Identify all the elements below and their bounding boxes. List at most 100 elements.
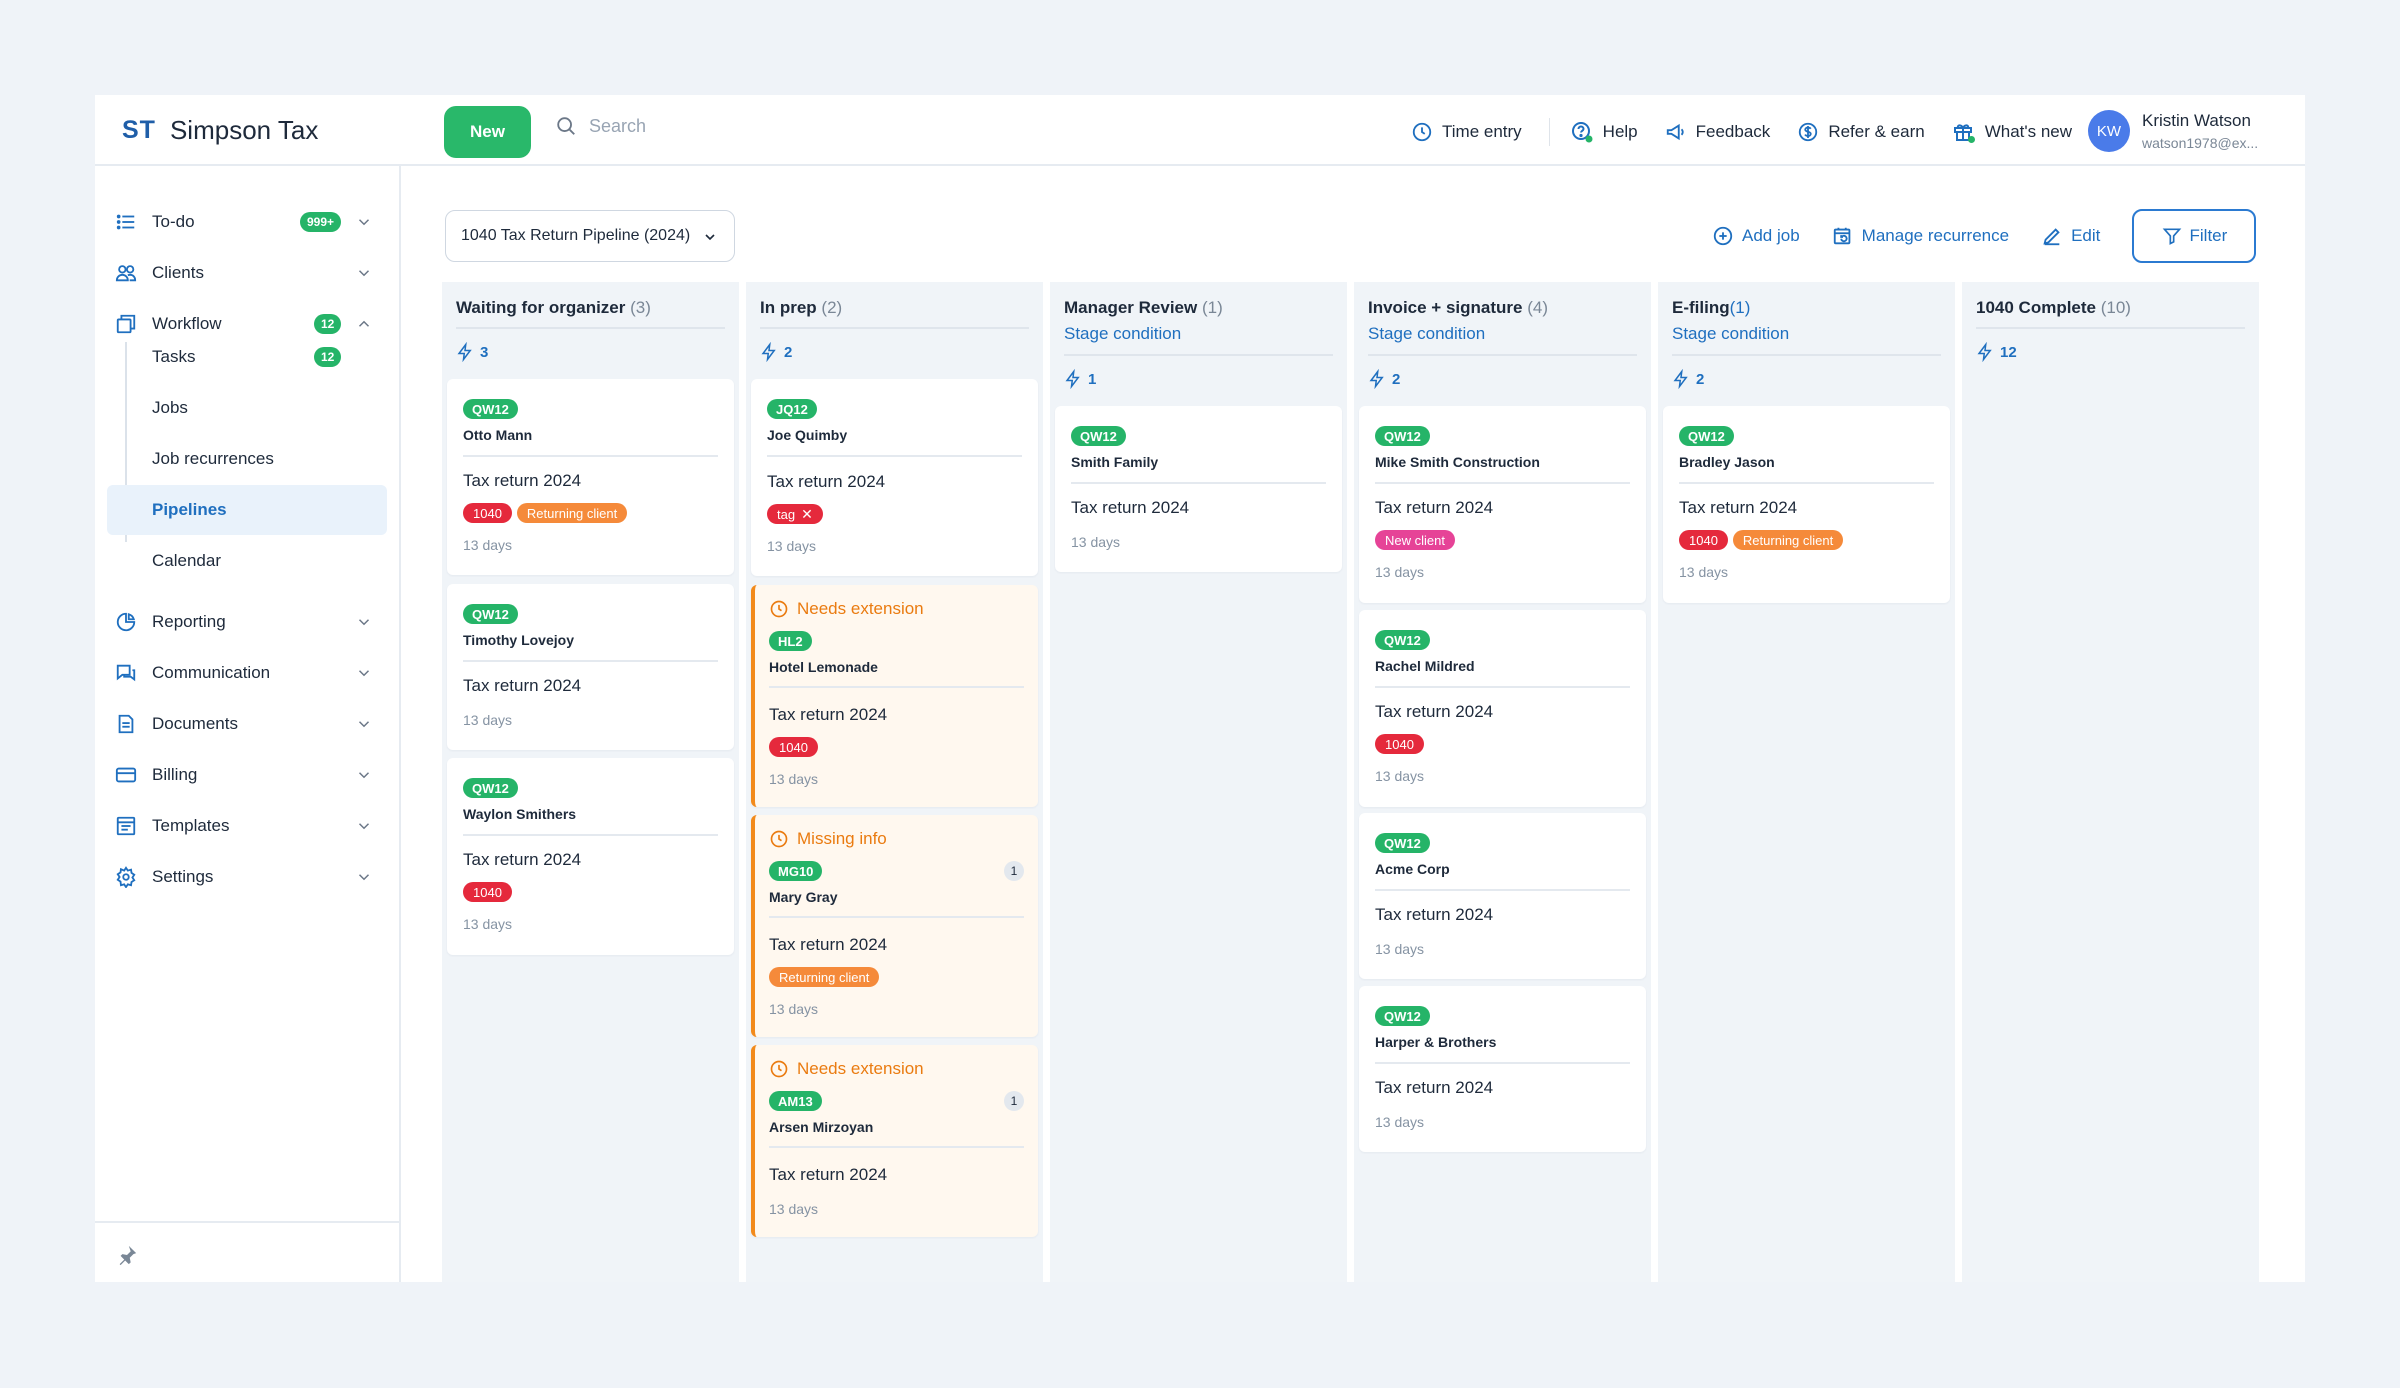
job-card[interactable]: JQ12 Joe Quimby Tax return 2024 tag ✕ 13 … [751,379,1038,576]
tag-badge[interactable]: 1040 [463,503,512,523]
sidebar-item-templates[interactable]: Templates [95,806,401,846]
days-in-stage: 13 days [1375,941,1425,957]
stage-condition-link[interactable]: Stage condition [1064,324,1182,343]
feedback-button[interactable]: Feedback [1665,121,1771,143]
client-code-badge: QW12 [463,399,518,419]
tag-badge[interactable]: New client [1375,530,1455,550]
sidebar-item-billing[interactable]: Billing [95,755,401,795]
tag-badge[interactable]: tag ✕ [767,504,823,524]
chevron-down-icon [705,234,715,241]
sidebar-item-settings[interactable]: Settings [95,857,401,897]
user-menu[interactable]: KW Kristin Watson watson1978@ex... [2088,110,2258,152]
lightning-icon [457,342,472,362]
chevron-down-icon[interactable] [355,868,373,886]
tag-list: 1040 [769,737,823,757]
automation-count[interactable]: 12 [1976,342,2017,362]
sidebar-subitem-jobs[interactable]: Jobs [107,383,387,433]
search-box[interactable]: Search [555,115,646,137]
client-name: Rachel Mildred [1375,658,1475,674]
feedback-label: Feedback [1695,122,1771,141]
manage-recurrence-button[interactable]: Manage recurrence [1832,225,2009,247]
job-card[interactable]: Missing info MG10 1 Mary Gray Tax return… [751,815,1038,1037]
column-title-text: Manager Review [1064,298,1198,317]
chevron-down-icon[interactable] [355,766,373,784]
job-title: Tax return 2024 [769,935,888,954]
chevron-down-icon[interactable] [355,213,373,231]
time-entry-label: Time entry [1442,122,1522,141]
sidebar-item-documents[interactable]: Documents [95,704,401,744]
help-button[interactable]: Help [1570,120,1638,144]
chevron-down-icon[interactable] [355,613,373,631]
chevron-down-icon[interactable] [355,264,373,282]
chevron-down-icon[interactable] [355,664,373,682]
column-title: In prep (2) [760,298,842,318]
automation-count[interactable]: 1 [1064,369,1096,389]
sidebar-subitem-tasks[interactable]: Tasks 12 [107,332,387,382]
tag-badge[interactable]: 1040 [1679,530,1728,550]
automation-count[interactable]: 2 [760,342,792,362]
job-card[interactable]: QW12 Waylon Smithers Tax return 2024 104… [447,758,734,955]
job-card[interactable]: QW12 Harper & Brothers Tax return 2024 1… [1359,986,1646,1152]
brand[interactable]: ST Simpson Tax [122,115,318,146]
sidebar-subitem-calendar[interactable]: Calendar [107,536,387,586]
whats-new-button[interactable]: What's new [1952,120,2072,144]
stage-condition-link[interactable]: Stage condition [1368,324,1486,343]
add-job-button[interactable]: Add job [1712,225,1800,247]
client-name: Harper & Brothers [1375,1034,1497,1050]
job-card[interactable]: Needs extension AM13 1 Arsen Mirzoyan Ta… [751,1045,1038,1237]
tag-badge[interactable]: Returning client [516,503,628,523]
job-title: Tax return 2024 [767,472,886,491]
automation-count[interactable]: 2 [1368,369,1400,389]
job-card[interactable]: QW12 Otto Mann Tax return 2024 1040 Retu… [447,379,734,575]
column-title: E-filing(1) [1672,298,1750,318]
tag-badge[interactable]: 1040 [463,882,512,902]
column-count: (10) [2100,298,2131,317]
client-code-badge: QW12 [1375,1006,1430,1026]
job-card[interactable]: QW12 Smith Family Tax return 2024 13 day… [1055,406,1342,572]
remove-tag-icon[interactable]: ✕ [801,505,813,522]
job-card[interactable]: QW12 Acme Corp Tax return 2024 13 days [1359,813,1646,979]
sidebar-item-clients[interactable]: Clients [95,253,401,293]
edit-button[interactable]: Edit [2041,225,2100,247]
sidebar-subitem-job-recurrences[interactable]: Job recurrences [107,434,387,484]
pin-icon[interactable] [116,1244,138,1266]
chevron-down-icon[interactable] [355,715,373,733]
job-card[interactable]: Needs extension HL2 Hotel Lemonade Tax r… [751,585,1038,807]
tag-badge[interactable]: 1040 [769,737,818,757]
notification-count[interactable]: 1 [1004,1091,1024,1111]
sidebar-item-communication[interactable]: Communication [95,653,401,693]
chevron-down-icon[interactable] [355,817,373,835]
sidebar: To-do 999+ Clients Workflow 12 Tasks 12 … [95,166,401,1282]
search-input[interactable]: Search [589,115,647,136]
days-in-stage: 13 days [463,916,513,932]
notification-count[interactable]: 1 [1004,861,1024,881]
pipeline-column: Manager Review (1) Stage condition 1 QW1… [1050,282,1347,1282]
sidebar-item-reporting[interactable]: Reporting [95,602,401,642]
stage-condition-link[interactable]: Stage condition [1672,324,1790,343]
job-title: Tax return 2024 [1679,498,1798,517]
tag-badge[interactable]: Returning client [769,967,880,987]
automation-count[interactable]: 3 [456,342,488,362]
client-code-badge: QW12 [1375,833,1430,853]
tag-badge[interactable]: Returning client [1732,530,1844,550]
tag-badge[interactable]: 1040 [1375,734,1424,754]
new-button[interactable]: New [444,106,531,158]
pipeline-select-value: 1040 Tax Return Pipeline (2024) [461,227,691,244]
sidebar-item-workflow[interactable]: Workflow 12 [95,304,401,344]
automation-count[interactable]: 2 [1672,369,1704,389]
pipeline-select[interactable]: 1040 Tax Return Pipeline (2024) [445,210,735,262]
job-card[interactable]: QW12 Timothy Lovejoy Tax return 2024 13 … [447,584,734,750]
clock-warning-icon [770,600,788,618]
plus-circle-icon [1713,226,1733,246]
job-card[interactable]: QW12 Mike Smith Construction Tax return … [1359,406,1646,603]
job-card[interactable]: QW12 Rachel Mildred Tax return 2024 1040… [1359,610,1646,807]
time-entry-button[interactable]: Time entry [1411,121,1522,143]
filter-button[interactable]: Filter [2132,209,2257,263]
sidebar-item-todo[interactable]: To-do 999+ [95,202,401,242]
sidebar-subitem-pipelines[interactable]: Pipelines [107,485,387,535]
job-card[interactable]: QW12 Bradley Jason Tax return 2024 1040 … [1663,406,1950,603]
refer-earn-button[interactable]: Refer & earn [1797,121,1925,143]
chevron-up-icon[interactable] [355,315,373,333]
lightning-icon [761,342,776,362]
lightning-icon [1065,369,1080,389]
